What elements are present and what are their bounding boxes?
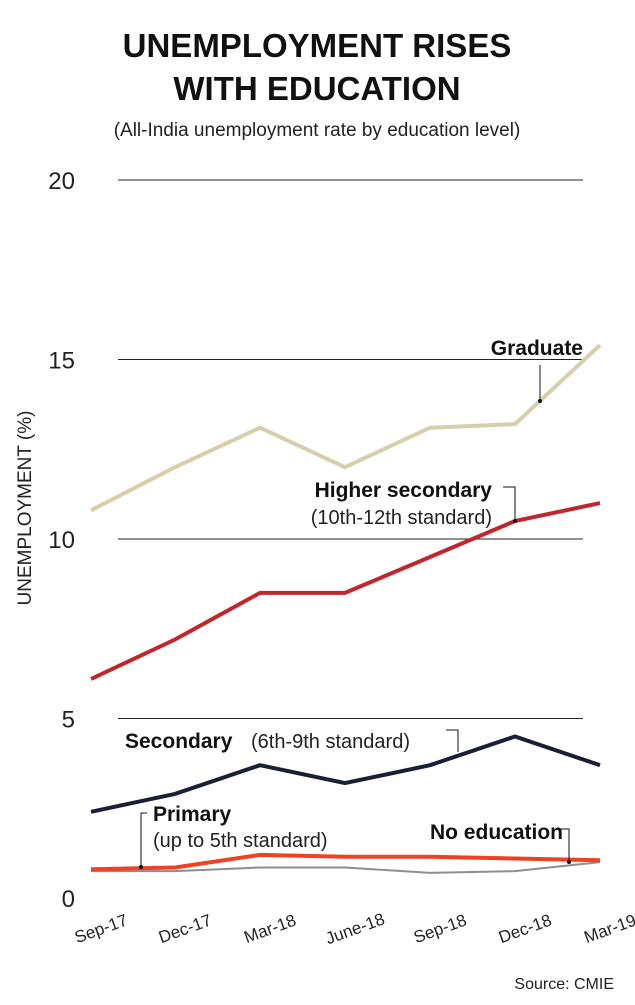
label-secondary: Secondary <box>125 730 233 753</box>
label-no-education: No education <box>430 821 563 844</box>
leader-dot-higher-secondary <box>513 519 517 523</box>
label-higher-secondary: Higher secondary <box>315 479 493 502</box>
leader-primary <box>140 812 147 866</box>
x-tick-june-18: June-18 <box>323 909 387 948</box>
series-line-primary <box>90 852 601 872</box>
leader-secondary <box>446 729 459 752</box>
series-line-no-education <box>91 861 601 874</box>
leader-dot-graduate <box>538 399 542 403</box>
x-tick-mar-19: Mar-19 <box>582 911 635 947</box>
chart-subtitle: (All-India unemployment rate by educatio… <box>114 120 521 141</box>
label-graduate: Graduate <box>491 337 583 360</box>
y-tick-0: 0 <box>62 886 75 913</box>
label-secondary-note: (6th-9th standard) <box>251 731 410 753</box>
x-tick-dec-18: Dec-18 <box>496 911 554 948</box>
x-tick-mar-18: Mar-18 <box>242 911 299 947</box>
chart-title-line-1: UNEMPLOYMENT RISES <box>123 27 512 64</box>
source-note: Source: CMIE <box>514 976 614 993</box>
chart-title-line-2: WITH EDUCATION <box>173 70 460 107</box>
series-lines <box>90 343 602 874</box>
series-line-higher-secondary <box>90 501 601 681</box>
leader-no-education <box>560 828 570 861</box>
series-line-secondary <box>90 734 601 814</box>
y-axis-label: UNEMPLOYMENT (%) <box>15 411 36 606</box>
y-tick-20: 20 <box>48 168 75 195</box>
leader-higher-secondary <box>503 486 516 520</box>
y-tick-labels: 0 5 10 15 20 <box>48 168 75 913</box>
series-labels: Graduate Higher secondary (10th-12th stand… <box>125 337 583 869</box>
x-tick-sep-18: Sep-18 <box>411 911 469 948</box>
gridlines <box>118 179 583 719</box>
y-tick-10: 10 <box>48 527 75 554</box>
leader-dot-primary <box>139 865 143 869</box>
label-primary: Primary <box>153 803 232 826</box>
label-primary-note: (up to 5th standard) <box>153 830 328 852</box>
x-tick-sep-17: Sep-17 <box>72 911 130 948</box>
y-tick-15: 15 <box>48 348 75 375</box>
x-tick-labels: Sep-17 Dec-17 Mar-18 June-18 Sep-18 Dec-18 Mar… <box>72 909 635 948</box>
y-tick-5: 5 <box>62 707 75 734</box>
x-tick-dec-17: Dec-17 <box>156 911 214 948</box>
leader-dot-no-education <box>567 860 571 864</box>
series-line-graduate <box>90 343 602 513</box>
label-higher-secondary-note: (10th-12th standard) <box>311 507 492 529</box>
